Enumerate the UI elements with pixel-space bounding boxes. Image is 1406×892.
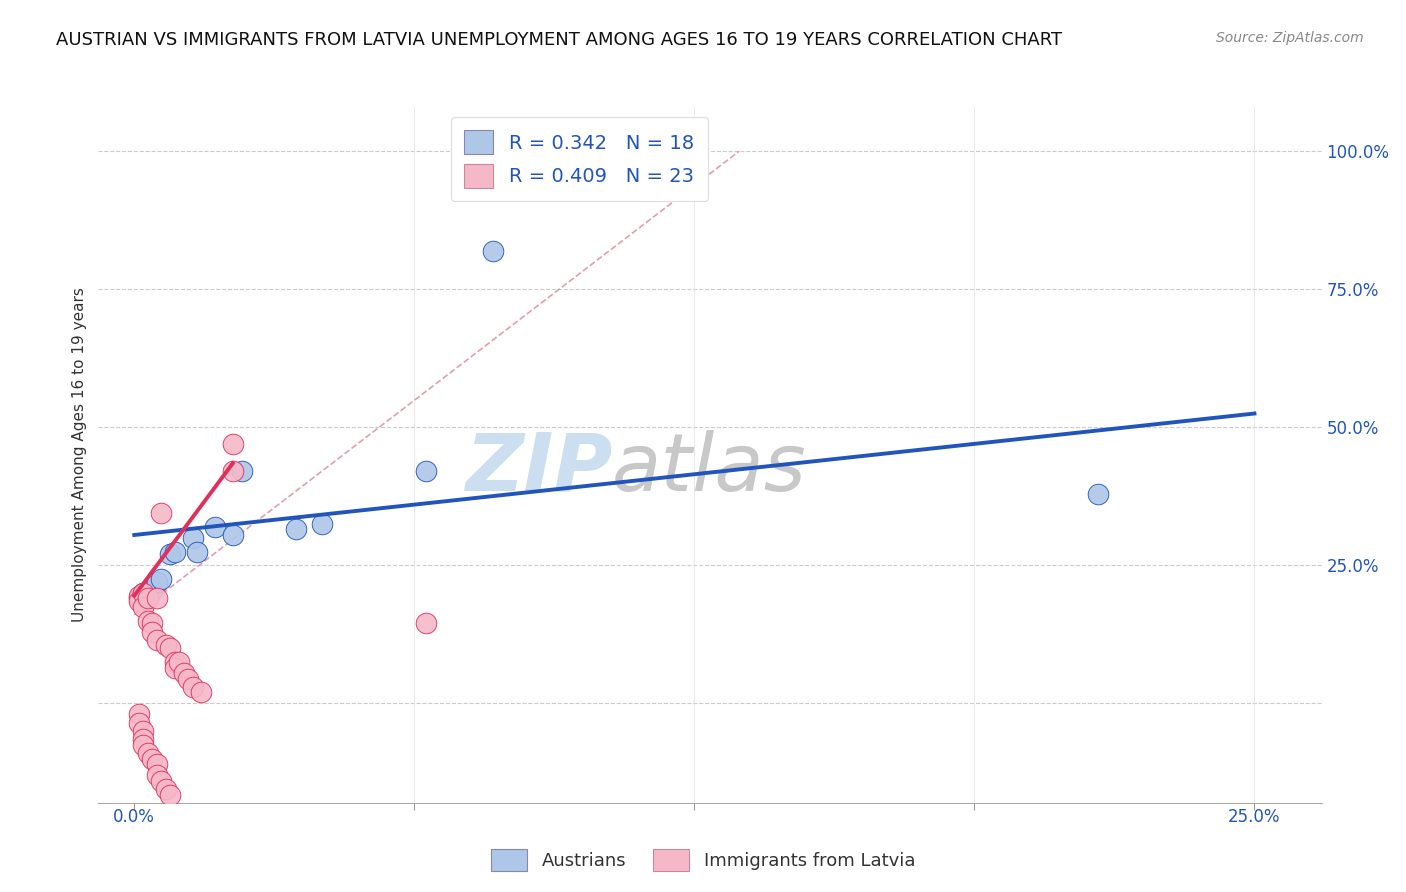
Point [155,639,177,653]
Legend: R = 0.342   N = 18, R = 0.409   N = 23: R = 0.342 N = 18, R = 0.409 N = 23 [451,117,707,202]
Point [132,599,155,614]
Point [204,519,226,533]
Point [145,757,167,772]
Point [159,641,181,656]
Point [141,616,163,631]
Point [136,589,159,603]
Point [415,616,437,631]
Text: AUSTRIAN VS IMMIGRANTS FROM LATVIA UNEMPLOYMENT AMONG AGES 16 TO 19 YEARS CORREL: AUSTRIAN VS IMMIGRANTS FROM LATVIA UNEMP… [56,31,1063,49]
Point [145,591,167,606]
Point [167,655,190,669]
Point [132,738,155,752]
Point [141,583,163,598]
Point [186,544,208,558]
Point [1087,486,1109,500]
Point [150,506,173,520]
Point [128,707,150,722]
Point [284,523,307,537]
Point [222,437,245,451]
Point [231,465,253,479]
Point [163,544,186,558]
Point [190,685,212,699]
Point [163,660,186,674]
Point [155,782,177,797]
Point [141,751,163,765]
Point [136,614,159,628]
Point [222,465,245,479]
Legend: Austrians, Immigrants from Latvia: Austrians, Immigrants from Latvia [484,842,922,879]
Point [132,732,155,747]
Point [150,572,173,586]
Point [128,591,150,606]
Point [159,788,181,802]
Point [128,594,150,608]
Point [311,516,333,531]
Text: ZIP: ZIP [465,430,612,508]
Point [132,724,155,739]
Point [141,624,163,639]
Point [132,586,155,600]
Text: 25.0%: 25.0% [1229,808,1281,826]
Y-axis label: Unemployment Among Ages 16 to 19 years: Unemployment Among Ages 16 to 19 years [72,287,87,623]
Point [181,531,204,545]
Point [128,715,150,730]
Point [159,547,181,561]
Text: atlas: atlas [612,430,807,508]
Text: 0.0%: 0.0% [114,808,155,826]
Point [136,746,159,760]
Point [136,591,159,606]
Point [163,655,186,669]
Text: Source: ZipAtlas.com: Source: ZipAtlas.com [1216,31,1364,45]
Point [145,768,167,782]
Point [173,666,195,681]
Point [415,465,437,479]
Point [145,632,167,647]
Point [177,672,200,686]
Point [181,680,204,694]
Point [150,773,173,788]
Point [128,589,150,603]
Point [132,586,155,600]
Point [222,528,245,542]
Point [481,244,503,258]
Point [145,574,167,589]
